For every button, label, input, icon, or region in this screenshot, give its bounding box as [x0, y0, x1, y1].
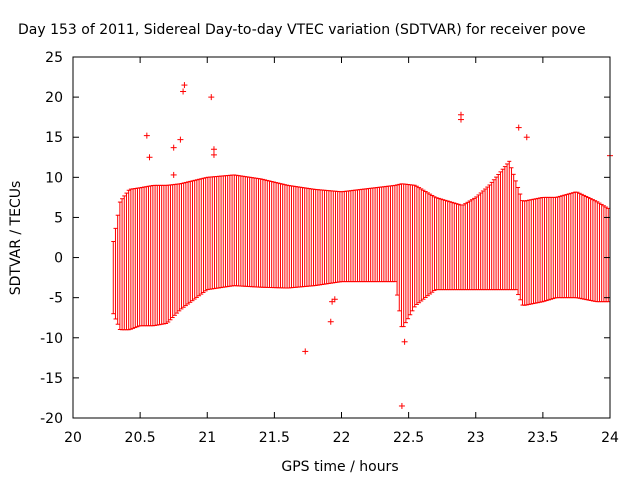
error-bar-band [111, 160, 611, 331]
data-point [401, 338, 408, 345]
data-point [210, 151, 217, 158]
data-point [327, 318, 334, 325]
y-tick-label: -15 [40, 371, 63, 387]
data-point [398, 402, 405, 409]
data-point [143, 132, 150, 139]
data-point [210, 146, 217, 153]
data-point [208, 94, 215, 101]
y-tick-label: -10 [40, 331, 63, 347]
y-axis-label: SDTVAR / TECUs [8, 181, 24, 296]
data-point [146, 154, 153, 161]
x-tick-label: 22.5 [393, 430, 424, 446]
x-axis-ticks: 20 20.5 21 21.5 22 22.5 23 23.5 24 [64, 57, 619, 446]
y-tick-label: 20 [45, 90, 63, 106]
x-tick-label: 23 [467, 430, 485, 446]
data-point [180, 88, 187, 95]
data-point [302, 348, 309, 355]
data-point [170, 144, 177, 151]
data-point [331, 296, 338, 303]
y-axis-ticks: -20 -15 -10 -5 0 5 10 15 20 25 [40, 50, 610, 427]
x-tick-label: 20.5 [125, 430, 156, 446]
y-tick-label: 0 [54, 251, 63, 267]
x-tick-label: 21.5 [259, 430, 290, 446]
data-point [523, 134, 530, 141]
data-point [181, 82, 188, 89]
data-point [457, 116, 464, 123]
x-tick-label: 23.5 [527, 430, 558, 446]
data-point [170, 171, 177, 178]
x-axis-label: GPS time / hours [281, 459, 398, 475]
data-point [177, 136, 184, 143]
chart-title: Day 153 of 2011, Sidereal Day-to-day VTE… [18, 22, 586, 38]
y-tick-label: 5 [54, 210, 63, 226]
y-tick-label: 10 [45, 170, 63, 186]
y-tick-label: 25 [45, 50, 63, 66]
y-tick-label: -5 [49, 291, 63, 307]
data-points [143, 82, 613, 409]
x-tick-label: 22 [333, 430, 351, 446]
y-tick-label: 15 [45, 130, 63, 146]
y-tick-label: -20 [40, 411, 63, 427]
x-tick-label: 24 [601, 430, 619, 446]
x-tick-label: 21 [198, 430, 216, 446]
data-point [515, 124, 522, 131]
x-tick-label: 20 [64, 430, 82, 446]
